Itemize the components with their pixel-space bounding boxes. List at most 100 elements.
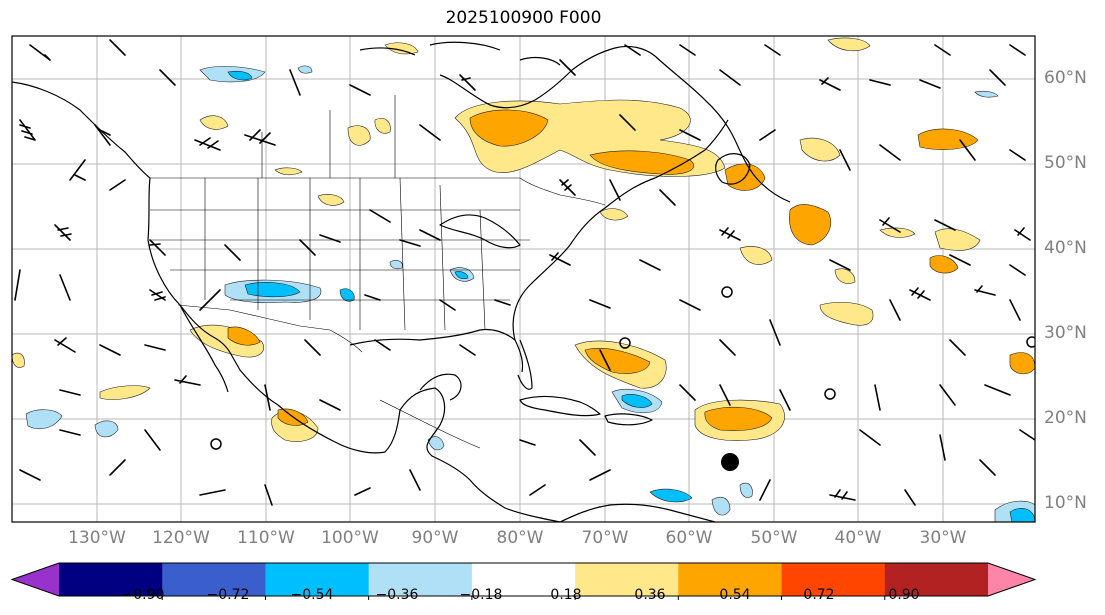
wind-barbs <box>14 39 1035 506</box>
wind-barb <box>289 69 301 96</box>
wind-barb <box>1009 44 1026 56</box>
cuba <box>519 395 601 417</box>
baja-california <box>179 304 229 393</box>
station-marker <box>824 388 836 400</box>
wind-barb <box>934 219 956 231</box>
lon-label-40w: 40°W <box>834 528 882 548</box>
anomaly-area <box>704 406 773 431</box>
anomaly-area <box>374 118 391 134</box>
colorbar-segment <box>162 563 266 596</box>
colorbar-tick-label: 0.18 <box>550 587 582 603</box>
station-marker <box>1026 336 1035 348</box>
wind-barb <box>779 389 791 411</box>
colorbar-tick-label: −0.90 <box>121 587 165 603</box>
anomaly-area <box>274 167 303 176</box>
anomaly-area <box>199 115 229 130</box>
wind-barb <box>99 344 121 356</box>
wind-barb <box>349 84 371 96</box>
wind-barb <box>939 434 946 461</box>
wind-barb <box>589 469 611 481</box>
wind-barb <box>459 344 476 356</box>
wind-barb <box>144 429 161 451</box>
lon-label-60w: 60°W <box>665 528 713 548</box>
wind-barb <box>1009 299 1021 321</box>
lon-label-90w: 90°W <box>411 528 459 548</box>
colorbar-segment <box>781 563 886 596</box>
wind-barb <box>1014 227 1031 241</box>
coastlines <box>12 41 791 522</box>
wind-barb <box>299 239 316 256</box>
wind-barb <box>54 224 72 241</box>
wind-barb <box>639 259 661 271</box>
positive-anomaly-areas <box>12 37 1035 442</box>
colorbar-extend-max <box>988 563 1035 596</box>
wind-barb <box>589 299 611 309</box>
anomaly-area <box>974 90 999 98</box>
wind-barb <box>194 137 221 151</box>
anomaly-area <box>384 42 419 55</box>
anomaly-area <box>929 255 959 274</box>
anomaly-area <box>317 194 345 206</box>
lat-label-50n: 50°N <box>1044 153 1087 173</box>
wind-barb <box>679 129 701 141</box>
wind-barb <box>719 69 741 86</box>
wind-barb <box>519 439 536 446</box>
wind-barb <box>679 299 701 311</box>
station-markers <box>210 286 1035 471</box>
anomaly-area <box>227 326 261 346</box>
anomaly-area <box>99 385 151 400</box>
wind-barb <box>939 384 956 406</box>
wind-barb <box>719 384 731 406</box>
wind-barb <box>549 252 571 266</box>
wind-barb <box>889 299 901 321</box>
colorbar-tick-label: 0.54 <box>719 587 751 603</box>
anomaly-area <box>819 301 874 326</box>
colorbar-segment <box>884 563 989 596</box>
wind-barb <box>559 179 576 196</box>
wind-barb <box>199 289 221 311</box>
colorbar-tick-label: −0.36 <box>375 587 419 603</box>
wind-barb <box>719 227 741 241</box>
station-marker <box>721 286 733 298</box>
lon-label-70w: 70°W <box>581 528 629 548</box>
colorbar-tick-label: 0.90 <box>888 587 920 603</box>
lon-label-80w: 80°W <box>496 528 544 548</box>
newfoundland <box>715 153 751 185</box>
hispaniola <box>604 413 653 426</box>
anomaly-area <box>454 271 469 280</box>
lon-label-110w: 110°W <box>237 528 295 548</box>
wind-barb <box>109 179 126 191</box>
wind-barb <box>839 149 851 171</box>
wind-barb <box>769 319 781 346</box>
wind-barb <box>874 384 881 411</box>
wind-barb <box>989 69 1006 86</box>
colorbar-outline <box>10 562 1037 597</box>
lat-label-10n: 10°N <box>1044 493 1087 513</box>
anomaly-area <box>789 204 832 246</box>
great-lakes <box>439 214 521 249</box>
lon-label-100w: 100°W <box>321 528 379 548</box>
wind-barb <box>619 114 636 131</box>
wind-barb <box>759 129 776 141</box>
wind-barb <box>1009 264 1026 276</box>
wind-barb <box>364 294 381 301</box>
wind-barb <box>264 384 271 411</box>
lon-label-50w: 50°W <box>750 528 798 548</box>
wind-barb <box>264 484 273 506</box>
wind-barb <box>949 339 966 356</box>
colorbar-segment <box>59 563 163 596</box>
lat-label-60n: 60°N <box>1044 68 1087 88</box>
wind-barb <box>859 429 881 446</box>
wind-barb <box>764 44 781 56</box>
wind-barb <box>934 44 951 56</box>
wind-barb <box>19 469 41 481</box>
anomaly-area <box>25 409 63 429</box>
wind-barb <box>599 349 611 371</box>
wind-barb <box>59 274 71 301</box>
anomaly-area <box>347 125 371 146</box>
wind-barb <box>919 79 941 89</box>
wind-barb <box>879 217 901 233</box>
wind-barb <box>494 299 511 306</box>
wind-barb <box>984 384 1011 396</box>
